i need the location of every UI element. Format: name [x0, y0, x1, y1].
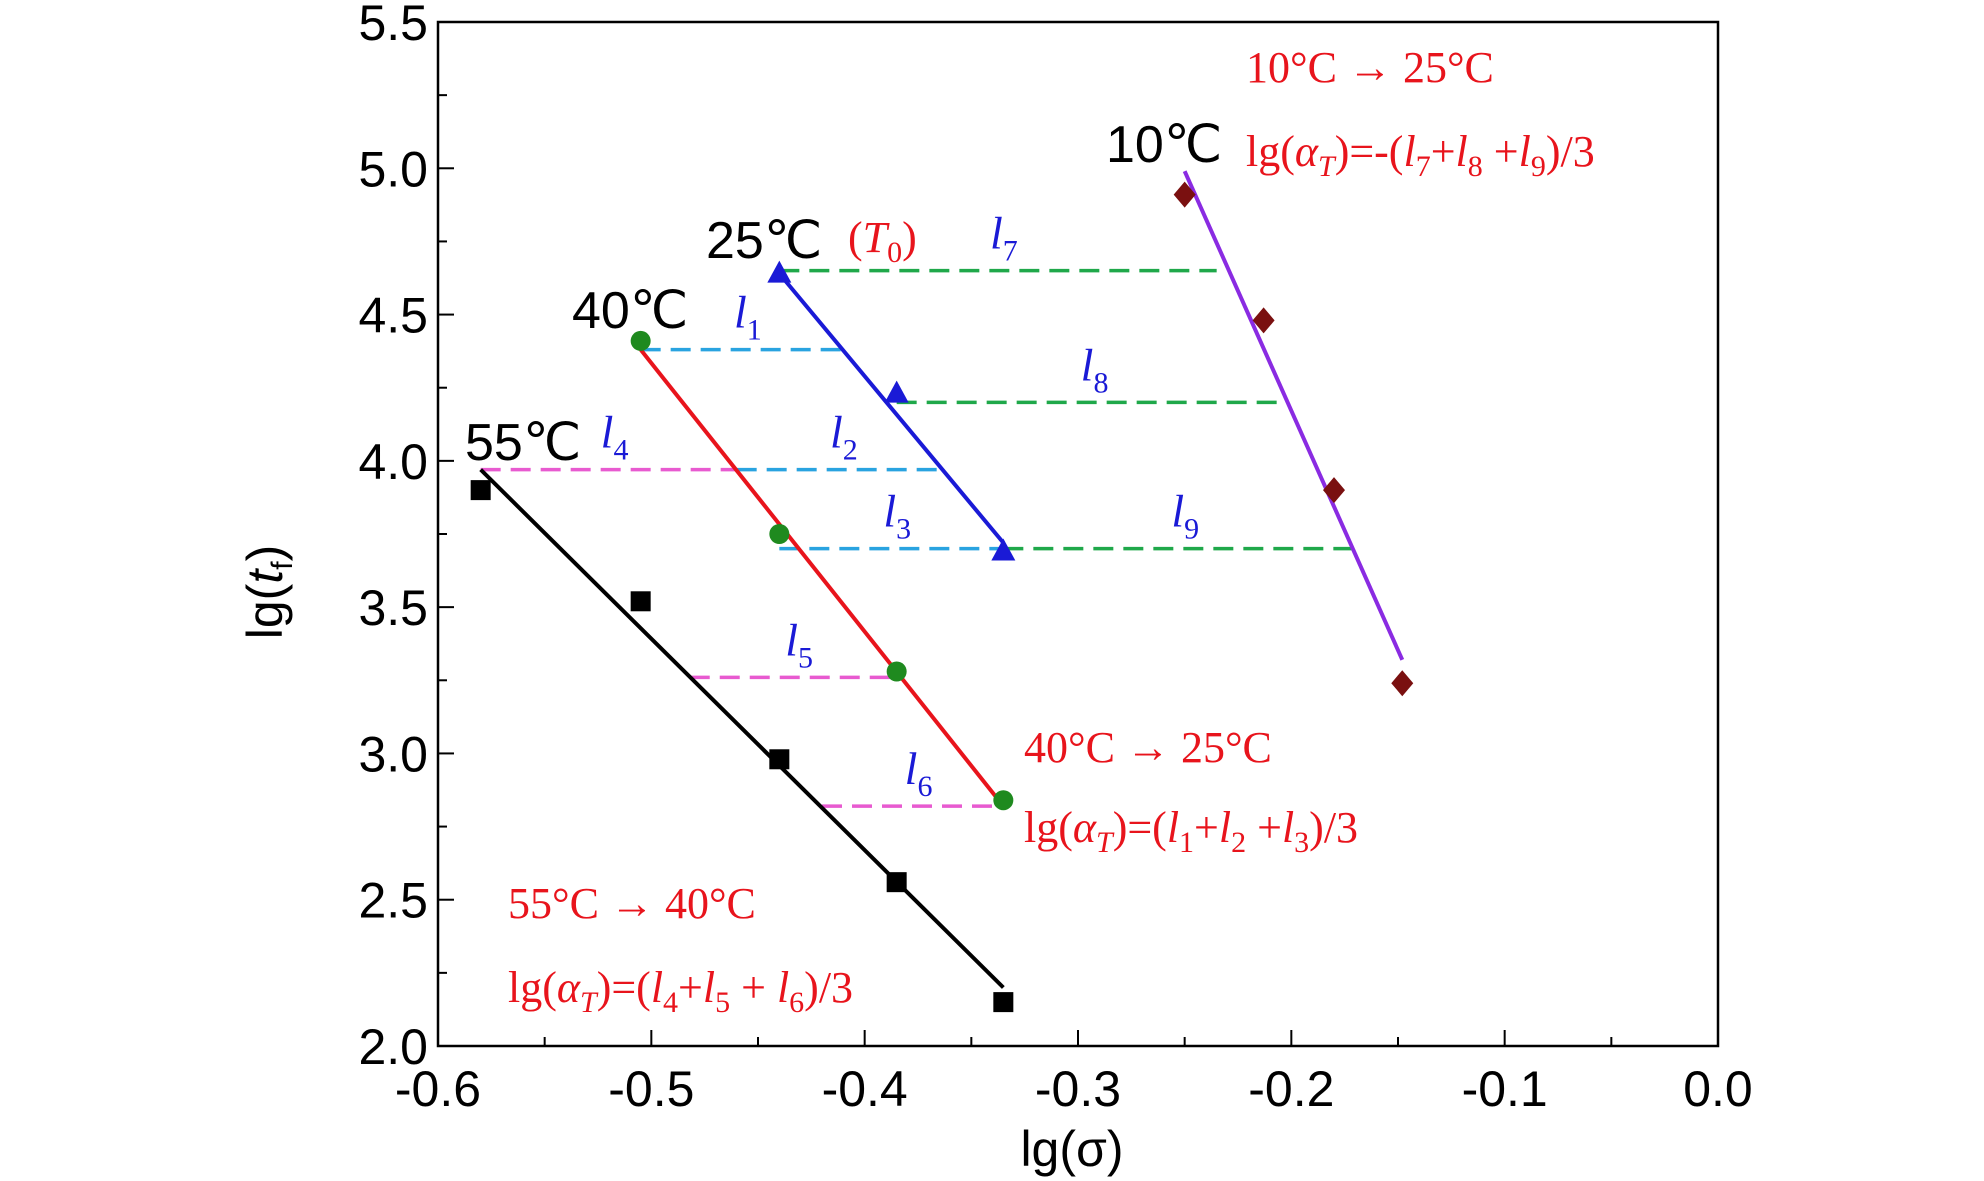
circle-marker: [993, 790, 1014, 811]
square-marker: [470, 480, 491, 501]
x-tick-label: -0.6: [395, 1061, 481, 1117]
circle-marker: [769, 524, 790, 544]
fit-line-square: [479, 468, 1005, 989]
fit-line-diamond: [1182, 170, 1405, 661]
diamond-marker: [1391, 670, 1414, 697]
annotation-55c-title: 55°C → 40°C: [508, 879, 756, 928]
y-tick-label: 4.5: [358, 288, 428, 344]
y-tick-label: 5.0: [358, 141, 428, 197]
triangle-marker: [767, 260, 792, 283]
x-axis-title: lg(σ): [1020, 1121, 1123, 1177]
square-marker: [769, 749, 790, 770]
shift-lines: [480, 268, 1356, 808]
annotation-10c-title: 10°C → 25°C: [1246, 43, 1494, 92]
circle-marker: [630, 330, 651, 351]
label-40c: 40℃: [572, 282, 688, 340]
x-tick-label: -0.2: [1248, 1061, 1334, 1117]
shift-label-l5: l5: [785, 614, 813, 674]
chart-labels: l1 l2 l3 l4 l5 l6 l7 l8 l9: [601, 208, 1199, 803]
annotation-10c-formula: lg(αT)=-(l7+l8 +l9)/3: [1246, 127, 1595, 183]
diamond-marker: [1323, 477, 1345, 504]
triangle-marker: [884, 380, 909, 403]
square-marker: [993, 992, 1014, 1013]
y-tick-label: 3.5: [358, 580, 428, 636]
diamond-marker: [1173, 181, 1196, 208]
shift-label-l3: l3: [883, 486, 911, 546]
label-10c: 10℃: [1106, 116, 1222, 174]
y-tick-label: 5.5: [358, 0, 428, 51]
y-tick-label: 2.5: [358, 873, 428, 929]
annotation-40c-title: 40°C → 25°C: [1024, 723, 1272, 772]
shift-label-l9: l9: [1171, 486, 1199, 546]
shift-label-l6: l6: [905, 743, 933, 803]
diamond-marker: [1252, 307, 1275, 334]
circle-marker: [886, 661, 907, 682]
x-tick-label: -0.5: [608, 1061, 694, 1117]
fit-lines: [479, 170, 1405, 989]
x-tick-label: -0.4: [822, 1061, 908, 1117]
label-t0: (T0): [848, 213, 917, 269]
label-55c: 55℃: [465, 414, 581, 472]
y-tick-label: 4.0: [358, 434, 428, 490]
square-marker: [630, 591, 651, 612]
fit-line-triangle: [777, 272, 1005, 545]
shift-label-l1: l1: [734, 287, 762, 347]
y-tick-label: 3.0: [358, 726, 428, 782]
y-axis: 2.0 2.5 3.0 3.5 4.0 4.5 5.0 5.5: [358, 0, 454, 1075]
data-markers: [470, 181, 1414, 1013]
square-marker: [886, 872, 907, 893]
shift-label-l8: l8: [1081, 339, 1109, 399]
shift-label-l7: l7: [990, 208, 1018, 268]
fit-line-circle: [639, 348, 1005, 808]
y-axis-title: lg(tf): [237, 545, 299, 639]
x-tick-label: -0.1: [1462, 1061, 1548, 1117]
label-25c: 25℃: [706, 212, 822, 270]
shift-label-l4: l4: [601, 407, 629, 467]
annotation-40c-formula: lg(αT)=(l1+l2 +l3)/3: [1024, 803, 1358, 859]
triangle-marker: [991, 538, 1016, 561]
x-tick-label: 0.0: [1683, 1061, 1753, 1117]
x-tick-label: -0.3: [1035, 1061, 1121, 1117]
y-tick-label: 2.0: [358, 1019, 428, 1075]
shift-label-l2: l2: [830, 407, 858, 467]
x-axis: -0.6 -0.5 -0.4 -0.3 -0.2 -0.1 0.0: [395, 1030, 1753, 1117]
annotation-55c-formula: lg(αT)=(l4+l5 + l6)/3: [508, 963, 853, 1019]
